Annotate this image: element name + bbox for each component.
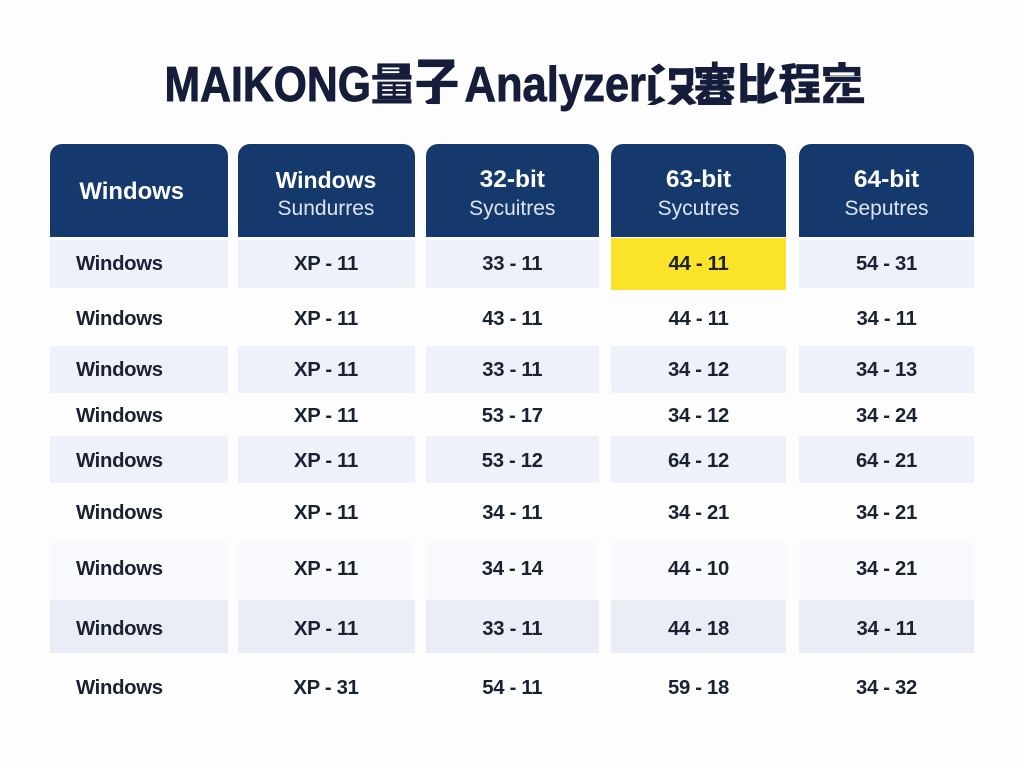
svg-text:Analyzer: Analyzer bbox=[465, 57, 647, 112]
svg-text:MAIKONG: MAIKONG bbox=[165, 57, 372, 112]
